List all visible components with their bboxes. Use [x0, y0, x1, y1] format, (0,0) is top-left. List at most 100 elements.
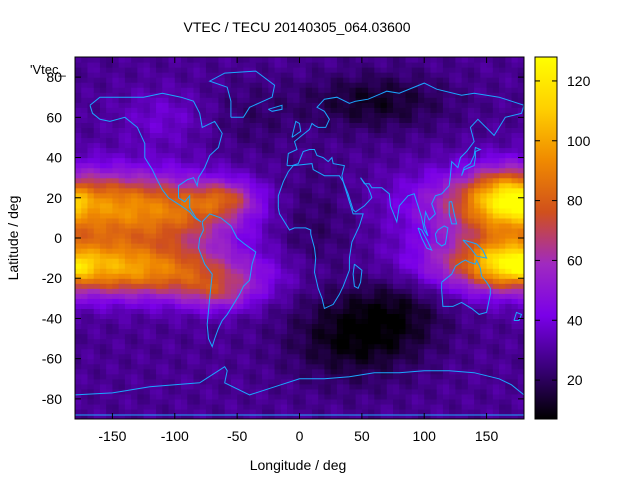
heatmap-cell	[349, 378, 357, 385]
heatmap-cell	[318, 82, 326, 88]
heatmap-cell	[349, 313, 357, 320]
heatmap-cell	[368, 413, 375, 419]
heatmap-cell	[417, 413, 425, 419]
heatmap-cell	[131, 102, 138, 108]
heatmap-cell	[374, 102, 382, 108]
heatmap-cell	[181, 127, 188, 134]
heatmap-cell	[293, 293, 301, 299]
heatmap-cell	[430, 298, 438, 304]
heatmap-cell	[212, 142, 220, 149]
heatmap-cell	[474, 303, 481, 309]
heatmap-cell	[293, 182, 301, 189]
heatmap-cell	[305, 303, 313, 309]
heatmap-cell	[455, 202, 463, 209]
heatmap-cell	[368, 268, 375, 274]
heatmap-cell	[255, 197, 263, 204]
heatmap-cell	[417, 333, 425, 340]
heatmap-cell	[374, 358, 382, 365]
heatmap-cell	[318, 413, 326, 419]
heatmap-cell	[224, 273, 232, 279]
heatmap-cell	[262, 403, 269, 410]
heatmap-cell	[243, 87, 251, 93]
heatmap-cell	[305, 212, 313, 219]
heatmap-cell	[149, 212, 157, 219]
heatmap-cell	[243, 162, 251, 169]
heatmap-cell	[237, 373, 244, 380]
heatmap-cell	[380, 122, 388, 128]
heatmap-cell	[480, 278, 488, 284]
heatmap-cell	[137, 162, 145, 169]
heatmap-cell	[274, 167, 282, 174]
heatmap-cell	[480, 253, 488, 259]
heatmap-cell	[131, 207, 138, 214]
heatmap-cell	[187, 82, 195, 88]
heatmap-cell	[461, 298, 469, 304]
heatmap-cell	[81, 157, 89, 164]
heatmap-cell	[124, 112, 132, 118]
heatmap-cell	[124, 147, 132, 154]
heatmap-cell	[293, 408, 301, 415]
heatmap-cell	[492, 308, 500, 315]
heatmap-cell	[118, 192, 126, 199]
heatmap-cell	[212, 343, 220, 350]
heatmap-cell	[118, 238, 126, 244]
heatmap-cell	[87, 207, 95, 214]
heatmap-cell	[224, 238, 232, 244]
heatmap-cell	[99, 82, 107, 88]
heatmap-cell	[81, 383, 89, 390]
heatmap-cell	[274, 243, 282, 249]
heatmap-cell	[393, 197, 400, 204]
heatmap-cell	[393, 403, 400, 410]
heatmap-cell	[449, 393, 457, 400]
heatmap-cell	[93, 338, 101, 345]
heatmap-cell	[243, 238, 251, 244]
heatmap-cell	[162, 72, 170, 78]
heatmap-cell	[268, 298, 276, 304]
heatmap-cell	[181, 217, 188, 224]
heatmap-cell	[249, 408, 257, 415]
heatmap-cell	[424, 323, 432, 330]
heatmap-cell	[374, 62, 382, 68]
heatmap-cell	[280, 318, 288, 325]
heatmap-cell	[486, 117, 494, 123]
heatmap-cell	[368, 368, 375, 375]
heatmap-cell	[330, 388, 338, 395]
heatmap-cell	[436, 227, 444, 234]
heatmap-cell	[212, 192, 220, 199]
heatmap-cell	[87, 142, 95, 149]
heatmap-cell	[93, 142, 101, 149]
heatmap-cell	[124, 338, 132, 345]
heatmap-cell	[467, 217, 475, 224]
heatmap-cell	[112, 127, 120, 134]
heatmap-cell	[474, 278, 481, 284]
heatmap-cell	[343, 308, 350, 315]
heatmap-cell	[361, 393, 369, 400]
heatmap-cell	[218, 273, 226, 279]
heatmap-cell	[361, 62, 369, 68]
heatmap-cell	[162, 363, 170, 370]
heatmap-cell	[106, 283, 114, 289]
heatmap-cell	[274, 172, 282, 179]
heatmap-cell	[461, 127, 469, 134]
heatmap-cell	[505, 338, 513, 345]
heatmap-cell	[355, 137, 363, 144]
heatmap-cell	[75, 238, 82, 244]
heatmap-cell	[218, 87, 226, 93]
heatmap-cell	[293, 202, 301, 209]
heatmap-cell	[106, 142, 114, 149]
heatmap-cell	[262, 373, 269, 380]
heatmap-cell	[156, 378, 163, 385]
heatmap-cell	[81, 77, 89, 83]
heatmap-cell	[93, 137, 101, 144]
heatmap-cell	[455, 373, 463, 380]
heatmap-cell	[455, 378, 463, 385]
heatmap-cell	[131, 137, 138, 144]
heatmap-cell	[492, 378, 500, 385]
heatmap-cell	[305, 293, 313, 299]
heatmap-cell	[361, 162, 369, 169]
heatmap-cell	[436, 132, 444, 139]
heatmap-cell	[280, 343, 288, 350]
heatmap-cell	[299, 217, 307, 224]
heatmap-cell	[343, 172, 350, 179]
heatmap-cell	[87, 62, 95, 68]
